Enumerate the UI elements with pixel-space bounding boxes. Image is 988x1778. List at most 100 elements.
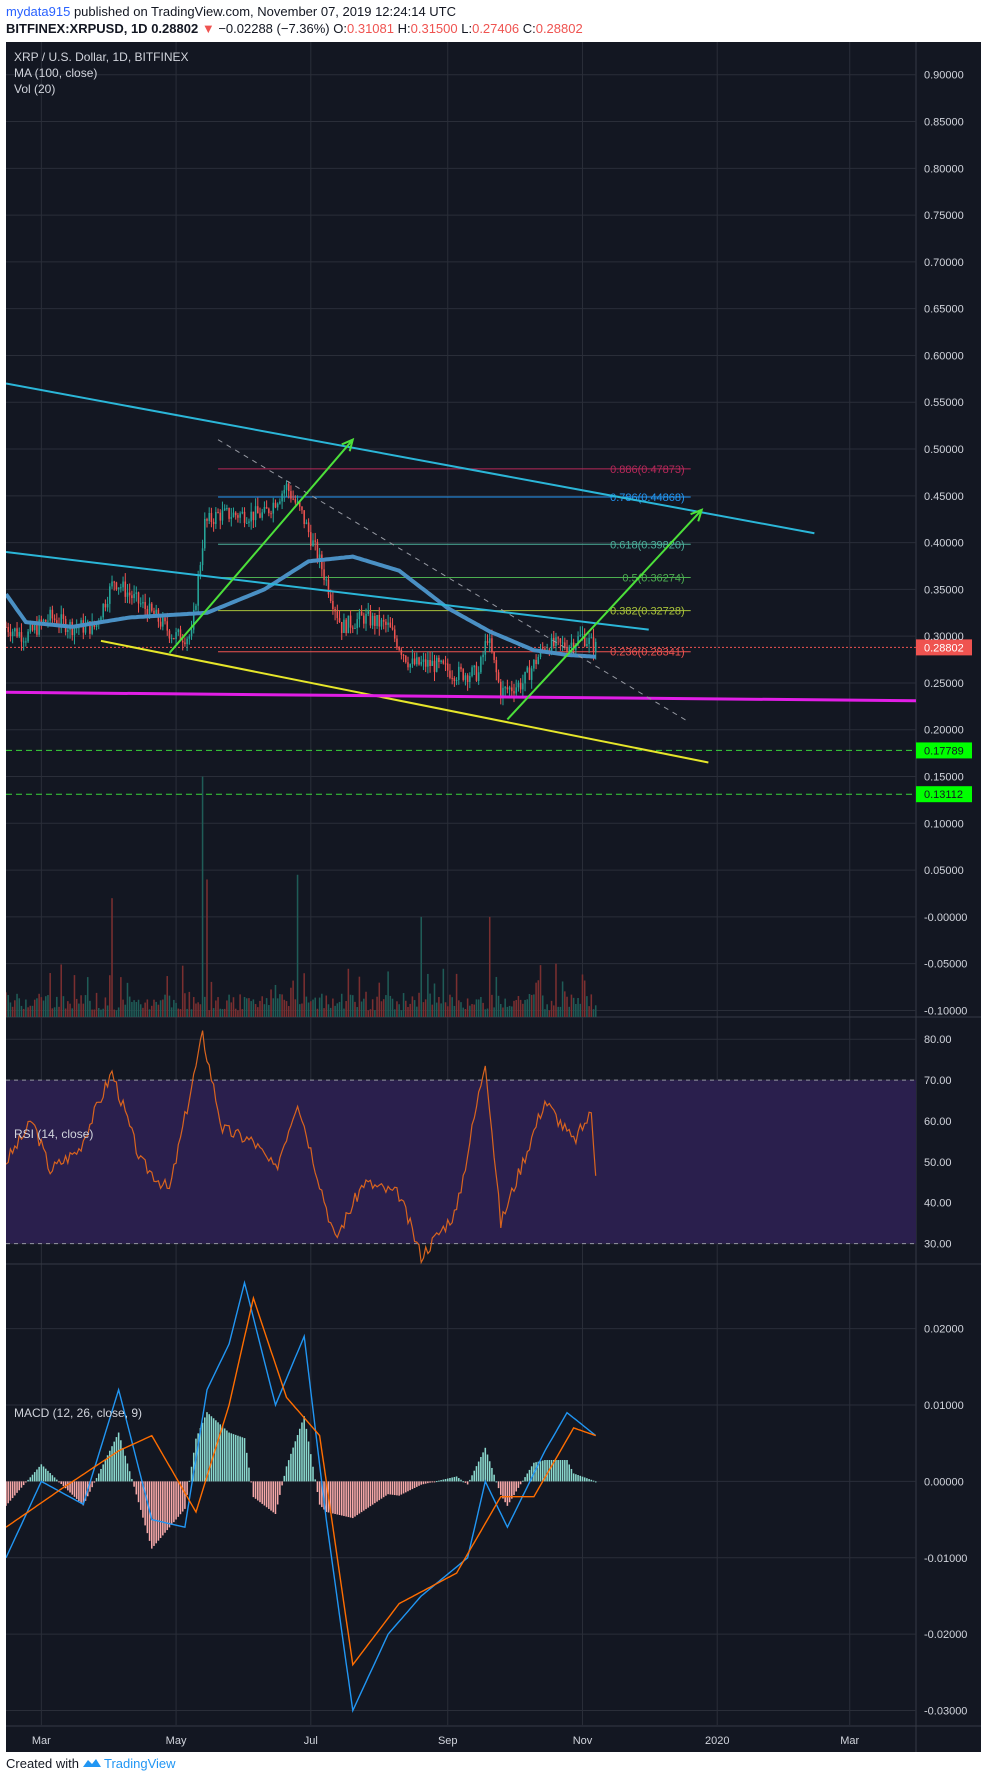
candle-body	[248, 521, 250, 523]
macd-hist-bar	[228, 1432, 230, 1482]
volume-bar	[482, 1002, 484, 1017]
candle-body	[56, 620, 58, 625]
volume-bar	[499, 1003, 502, 1017]
macd-hist-bar	[237, 1435, 239, 1482]
macd-hist-bar	[416, 1481, 418, 1487]
tradingview-link[interactable]: TradingView	[103, 1756, 176, 1771]
volume-bar	[480, 996, 482, 1017]
volume-bar	[351, 995, 354, 1017]
volume-bar	[303, 973, 305, 1017]
candle-body	[376, 614, 378, 626]
candle-body	[380, 619, 383, 627]
macd-hist-bar	[135, 1481, 138, 1495]
candle-body	[466, 675, 469, 682]
macd-hist-bar	[522, 1480, 524, 1482]
volume-bar	[29, 1005, 32, 1017]
volume-bar	[162, 999, 164, 1017]
price-change: −0.02288 (−7.36%)	[218, 21, 330, 36]
macd-hist-bar	[245, 1452, 248, 1482]
volume-bar	[561, 981, 564, 1017]
candle-body	[568, 646, 571, 653]
volume-bar	[438, 996, 440, 1017]
open-label: O:	[333, 21, 347, 36]
macd-hist-bar	[274, 1481, 277, 1514]
volume-bar	[533, 994, 535, 1017]
macd-hist-bar	[252, 1481, 255, 1498]
volume-bar	[310, 1001, 312, 1017]
fib-label: 0.382(0.32728)	[610, 606, 685, 618]
volume-bar	[590, 994, 593, 1017]
macd-hist-bar	[206, 1412, 208, 1482]
candle-body	[469, 676, 471, 682]
volume-bar	[360, 1001, 363, 1017]
volume-bar	[504, 998, 506, 1017]
macd-hist-bar	[124, 1455, 127, 1482]
macd-hist-bar	[318, 1481, 321, 1505]
volume-bar	[157, 1004, 160, 1017]
macd-hist-bar	[303, 1416, 305, 1482]
macd-hist-bar	[530, 1466, 533, 1482]
volume-bar	[292, 980, 294, 1017]
candle-body	[192, 609, 195, 630]
y-tick-label: 0.80000	[924, 163, 964, 175]
candle-body	[336, 611, 339, 619]
macd-hist-bar	[128, 1471, 131, 1482]
chart-area[interactable]: 0.17789 0.13112 0.28802 0.886(0.47873) 0.786…	[4, 42, 981, 1752]
macd-hist-bar	[382, 1481, 385, 1498]
chart-svg[interactable]: 0.17789 0.13112 0.28802 0.886(0.47873) 0.786…	[4, 42, 981, 1752]
macd-hist-bar	[257, 1481, 259, 1501]
macd-hist-bar	[590, 1479, 593, 1482]
candle-body	[360, 611, 363, 616]
volume-bar	[254, 1004, 257, 1017]
volume-bar	[252, 999, 255, 1017]
volume-bar	[294, 999, 297, 1017]
volume-bar	[75, 998, 78, 1017]
candle-body	[303, 510, 305, 525]
candle-body	[268, 508, 270, 514]
volume-bar	[418, 992, 420, 1017]
candle-body	[109, 586, 111, 604]
volume-bar	[104, 997, 107, 1017]
macd-hist-bar	[276, 1481, 279, 1505]
candle-body	[438, 657, 440, 662]
candle-body	[285, 483, 288, 490]
candle-body	[173, 638, 175, 640]
macd-hist-bar	[431, 1481, 434, 1483]
candle-body	[391, 627, 394, 630]
volume-bar	[469, 1005, 471, 1017]
volume-bar	[325, 995, 328, 1017]
volume-bar	[431, 1004, 434, 1017]
candle-body	[594, 641, 597, 653]
level-label: 0.13112	[924, 789, 963, 801]
macd-hist-bar	[488, 1461, 491, 1482]
ohlc-line: BITFINEX:XRPUSD, 1D 0.28802 ▼ −0.02288 (…	[6, 21, 583, 36]
macd-hist-bar	[38, 1466, 40, 1482]
candle-body	[294, 499, 297, 503]
macd-hist-bar	[139, 1481, 142, 1510]
volume-bars	[5, 776, 597, 1017]
volume-bar	[188, 991, 191, 1017]
candle-body	[230, 517, 233, 519]
macd-hist-bar	[177, 1481, 180, 1517]
macd-hist-bar	[579, 1475, 582, 1482]
macd-hist-bar	[162, 1481, 164, 1536]
author-link[interactable]: mydata915	[6, 4, 71, 19]
macd-hist-bar	[363, 1481, 365, 1511]
candle-body	[424, 659, 427, 667]
volume-bar	[270, 989, 272, 1017]
macd-hist-bar	[455, 1476, 458, 1482]
volume-bar	[519, 999, 522, 1017]
macd-hist-bar	[466, 1481, 469, 1485]
volume-bar	[416, 1006, 418, 1017]
volume-bar	[336, 1003, 339, 1017]
macd-hist-bar	[564, 1460, 566, 1482]
macd-hist-bar	[199, 1428, 202, 1482]
candle-body	[124, 581, 127, 597]
macd-hist-bar	[482, 1452, 484, 1482]
volume-bar	[323, 1008, 325, 1017]
candle-body	[389, 622, 392, 628]
indicator-lines	[4, 554, 916, 1713]
y-tick-label: 0.10000	[924, 818, 964, 830]
volume-bar	[268, 1005, 270, 1017]
volume-bar	[97, 1008, 100, 1017]
